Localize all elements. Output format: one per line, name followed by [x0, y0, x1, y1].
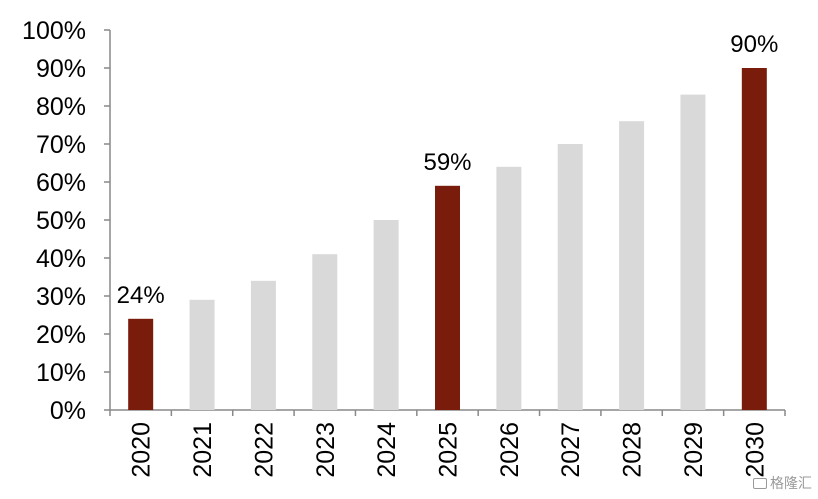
- y-tick-label: 40%: [36, 245, 86, 273]
- bar-2022: [250, 280, 276, 410]
- x-tick-label: 2021: [189, 422, 217, 478]
- data-label: 59%: [423, 149, 471, 176]
- bar-2024: [373, 220, 399, 410]
- x-tick-label: 2024: [373, 422, 401, 478]
- x-tick-label: 2022: [250, 422, 278, 478]
- data-label: 90%: [730, 31, 778, 58]
- y-tick-label: 0%: [50, 397, 86, 425]
- bar-2026: [496, 166, 522, 410]
- y-tick-label: 60%: [36, 169, 86, 197]
- y-tick-label: 20%: [36, 321, 86, 349]
- bar-2020: [128, 318, 154, 410]
- chart-bars: [128, 68, 767, 410]
- x-tick-label: 2029: [680, 422, 708, 478]
- x-tick-label: 2025: [435, 422, 463, 478]
- x-tick-label: 2027: [557, 422, 585, 478]
- data-label: 24%: [117, 282, 165, 309]
- x-tick-label: 2030: [741, 422, 769, 478]
- watermark-text: 格隆汇: [770, 476, 812, 492]
- y-tick-label: 90%: [36, 55, 86, 83]
- bar-2025: [435, 185, 460, 410]
- y-tick-label: 10%: [36, 359, 86, 387]
- bar-2027: [557, 144, 583, 410]
- bar-2030: [741, 68, 767, 410]
- bar-2023: [312, 254, 338, 410]
- y-tick-label: 70%: [36, 131, 86, 159]
- watermark-logo-icon: [753, 477, 767, 489]
- watermark: 格隆汇: [753, 473, 812, 493]
- chart-labels: 0% 10% 20% 30% 40% 50% 60% 70% 80% 90% 100% 2020 24%…: [22, 17, 778, 478]
- x-tick-label: 2026: [496, 422, 524, 478]
- x-tick-label: 2023: [312, 422, 340, 478]
- bar-2021: [189, 299, 215, 410]
- bar-2029: [680, 94, 706, 410]
- y-tick-label: 50%: [36, 207, 86, 235]
- x-tick-label: 2028: [619, 422, 647, 478]
- y-tick-label: 100%: [22, 17, 86, 45]
- chart-axes: [104, 29, 786, 416]
- x-tick-label: 2020: [128, 422, 156, 478]
- bar-2028: [619, 121, 645, 410]
- y-tick-label: 30%: [36, 283, 86, 311]
- y-tick-label: 80%: [36, 93, 86, 121]
